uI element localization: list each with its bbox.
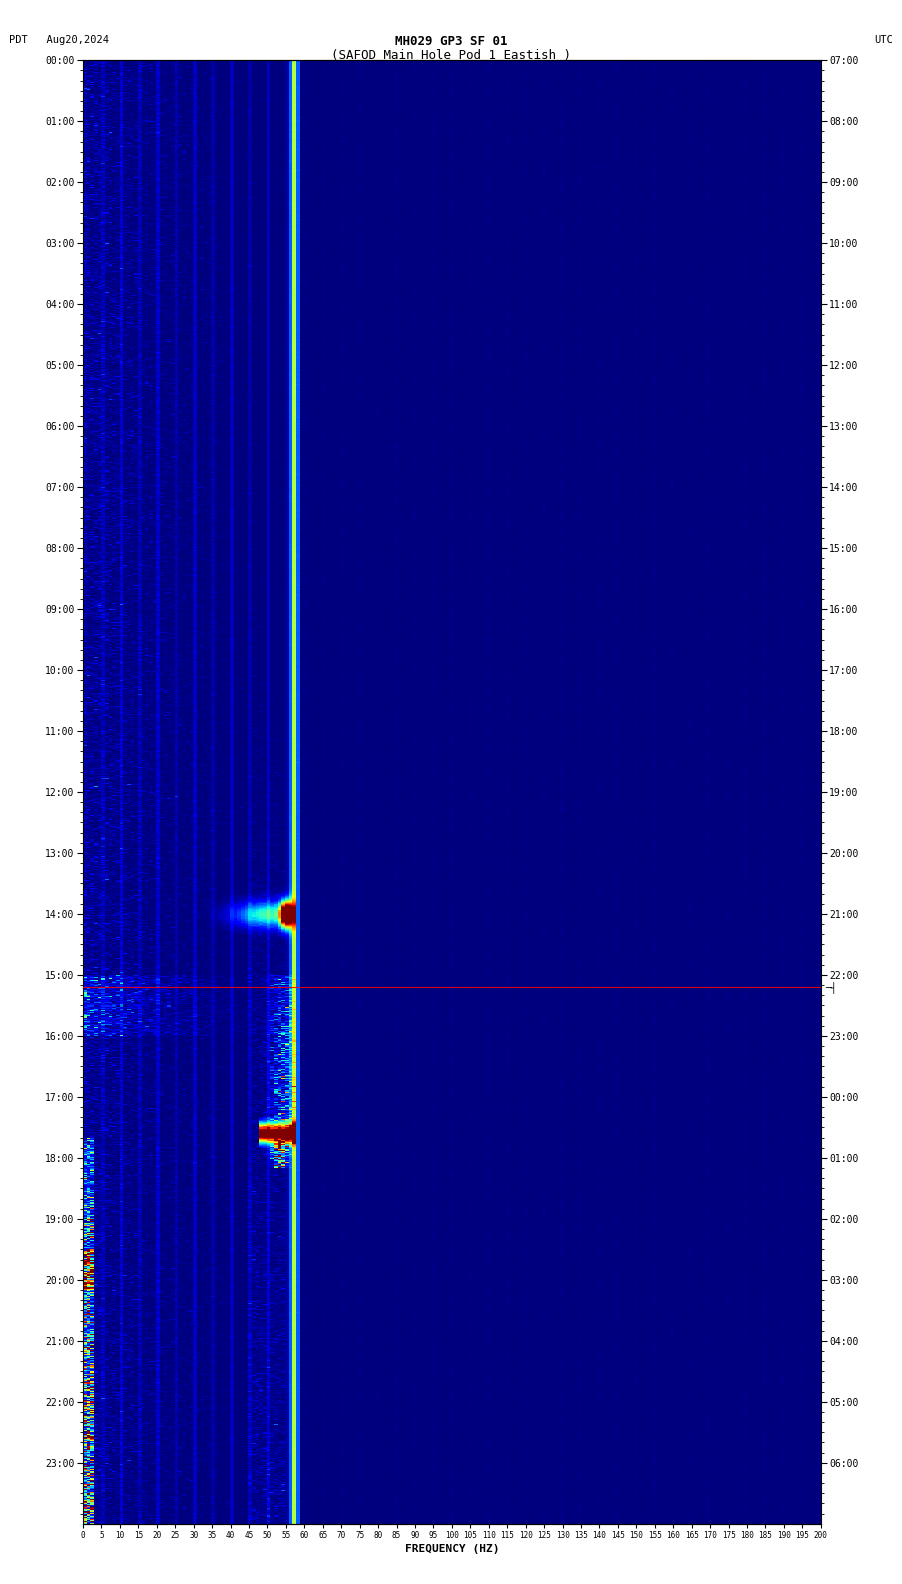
Text: MH029 GP3 SF 01: MH029 GP3 SF 01: [395, 35, 507, 48]
Text: ─┤: ─┤: [825, 980, 837, 993]
Text: PDT   Aug20,2024: PDT Aug20,2024: [9, 35, 109, 44]
X-axis label: FREQUENCY (HZ): FREQUENCY (HZ): [405, 1544, 499, 1554]
Text: UTC: UTC: [874, 35, 893, 44]
Text: (SAFOD Main Hole Pod 1 Eastish ): (SAFOD Main Hole Pod 1 Eastish ): [331, 49, 571, 62]
